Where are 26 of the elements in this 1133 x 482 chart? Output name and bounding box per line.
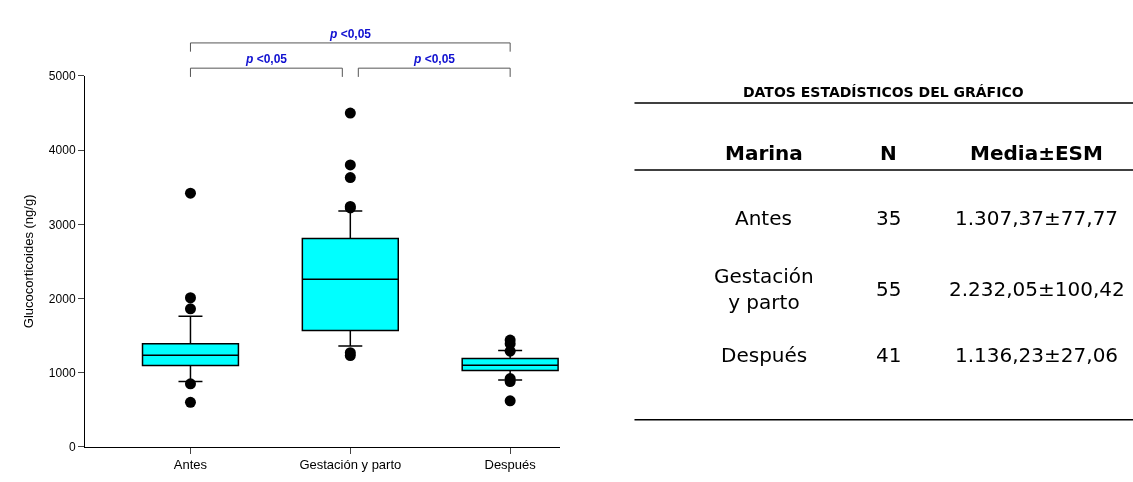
- y-axis-title: Glucocorticoides (ng/g): [20, 194, 36, 329]
- text: 2.232,05±100,42: [949, 277, 1125, 301]
- text: 35: [876, 206, 902, 230]
- text: 1.136,23±27,06: [955, 343, 1119, 367]
- text: p <0,05: [245, 52, 288, 66]
- x-tick-label: Antes: [173, 457, 208, 473]
- text: 1.307,37±77,77: [955, 206, 1119, 230]
- y-tick-label: 5000: [48, 69, 76, 84]
- text: Antes: [735, 206, 792, 230]
- y-tick-label: 3000: [48, 217, 76, 232]
- text: Media±ESM: [970, 141, 1103, 165]
- text: N: [880, 141, 897, 165]
- text: 55: [876, 277, 902, 301]
- x-tick-label: Después: [484, 457, 537, 473]
- text: 41: [876, 343, 902, 367]
- y-tick-label: 1000: [48, 365, 76, 380]
- text: p <0,05: [413, 52, 456, 66]
- y-tick-label: 0: [68, 440, 76, 455]
- text: Gestación y parto: [714, 264, 814, 314]
- text: Después: [721, 343, 808, 367]
- text: Marina: [725, 141, 803, 165]
- x-tick-label: Gestación y parto: [299, 457, 402, 473]
- text: p <0,05: [329, 27, 372, 41]
- text: DATOS ESTADÍSTICOS DEL GRÁFICO: [743, 84, 1024, 100]
- y-tick-label: 2000: [48, 291, 76, 306]
- y-tick-label: 4000: [48, 143, 76, 158]
